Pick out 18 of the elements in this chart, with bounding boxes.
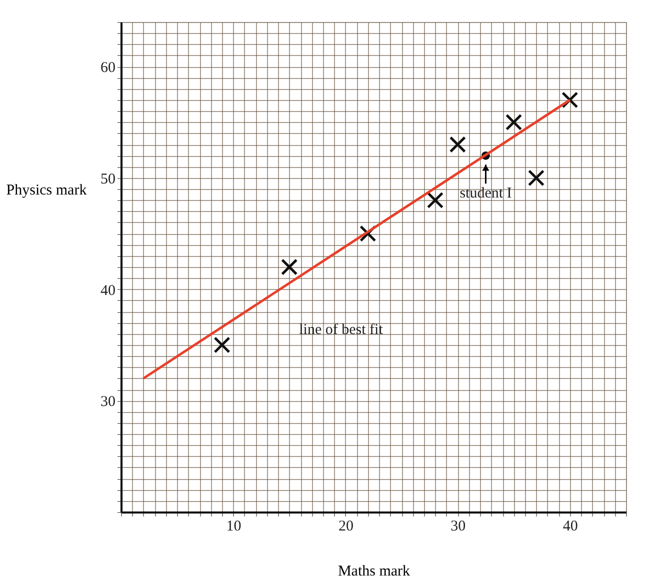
x-tick-label: 30 [450,518,466,534]
annotation: student I [460,186,512,202]
y-tick-label: 60 [100,60,116,76]
point [505,114,522,131]
point [214,336,230,354]
x-tick-label: 10 [226,518,242,534]
point [281,258,298,276]
x-axis-title: Maths mark [338,564,411,580]
annotation: line of best fit [299,322,384,338]
x-tick-label: 20 [338,518,354,534]
y-axis-title: Physics mark [6,182,88,198]
y-tick-label: 30 [100,394,116,410]
x-tick-label: 40 [562,518,578,534]
point [426,192,444,209]
point [449,136,466,153]
y-tick-label: 40 [100,282,116,299]
y-tick-label: 50 [100,171,116,188]
point [528,170,545,186]
